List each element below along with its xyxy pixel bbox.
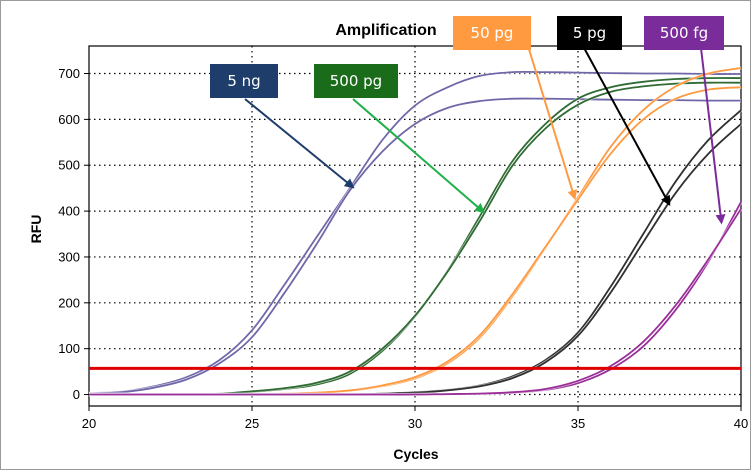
callout-box xyxy=(314,64,398,98)
callout-label: 50 pg xyxy=(471,24,514,42)
callout-label: 5 pg xyxy=(573,24,606,42)
x-tick-label: 30 xyxy=(408,416,422,431)
y-tick-label: 100 xyxy=(58,341,80,356)
y-tick-label: 300 xyxy=(58,249,80,264)
callout-layer: 5 ng 500 pg 50 pg 5 pg 500 fg xyxy=(210,16,726,225)
x-axis-title: Cycles xyxy=(393,446,438,462)
callout-box xyxy=(557,16,622,50)
y-tick-label: 600 xyxy=(58,112,80,127)
y-tick-label: 700 xyxy=(58,66,80,81)
y-tick-label: 400 xyxy=(58,204,80,219)
callout-arrow xyxy=(352,98,485,214)
series-line xyxy=(89,208,742,396)
x-tick-label: 35 xyxy=(571,416,585,431)
callout-box xyxy=(210,64,278,98)
y-tick-label: 0 xyxy=(73,387,80,402)
callout-label: 500 pg xyxy=(330,72,382,90)
callout-arrow xyxy=(527,45,578,201)
y-tick-label: 500 xyxy=(58,158,80,173)
x-tick-label: 25 xyxy=(245,416,259,431)
series-line xyxy=(88,97,741,395)
series-line xyxy=(89,123,742,396)
y-tick-label: 200 xyxy=(58,295,80,310)
series-line-halo xyxy=(89,122,743,397)
callout-label: 5 ng xyxy=(227,72,260,90)
callout-box xyxy=(453,16,531,50)
series-line-halo xyxy=(89,201,743,397)
callout-arrow xyxy=(700,47,726,225)
series-line xyxy=(89,201,742,396)
callout-box xyxy=(644,16,724,50)
callout-arrow xyxy=(582,45,671,206)
callout-arrow xyxy=(244,98,355,189)
series-layer xyxy=(88,66,743,397)
callout-label: 500 fg xyxy=(660,24,708,42)
x-tick-label: 40 xyxy=(734,416,748,431)
y-axis-title: RFU xyxy=(28,215,44,244)
chart-title: Amplification xyxy=(335,22,436,39)
x-tick-label: 20 xyxy=(82,416,96,431)
series-line xyxy=(88,70,742,395)
plot-border xyxy=(88,45,742,407)
